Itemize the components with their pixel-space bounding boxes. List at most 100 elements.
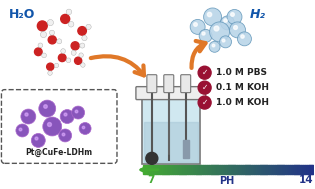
Bar (169, 165, 171, 174)
Circle shape (68, 22, 74, 27)
Bar (247, 165, 250, 174)
Bar (186, 165, 188, 174)
FancyBboxPatch shape (136, 87, 206, 100)
Bar (288, 165, 290, 174)
Bar (196, 165, 199, 174)
Text: 1.0 M KOH: 1.0 M KOH (215, 98, 269, 107)
Bar (258, 165, 261, 174)
Bar (254, 165, 256, 174)
Circle shape (38, 43, 43, 48)
Bar (217, 165, 220, 174)
Bar (260, 165, 263, 174)
Text: H₂O: H₂O (9, 8, 35, 21)
Bar (142, 97, 200, 164)
Bar (292, 165, 295, 174)
Bar (181, 165, 184, 174)
Bar (303, 165, 305, 174)
Circle shape (78, 27, 86, 35)
FancyBboxPatch shape (147, 75, 157, 93)
Circle shape (72, 106, 85, 119)
Bar (277, 165, 280, 174)
Bar (232, 165, 235, 174)
Bar (220, 165, 222, 174)
Bar (162, 165, 165, 174)
Circle shape (31, 133, 45, 147)
Circle shape (71, 50, 76, 55)
Circle shape (58, 54, 66, 62)
Bar (286, 165, 288, 174)
Circle shape (37, 21, 47, 31)
Bar (226, 165, 229, 174)
Circle shape (198, 96, 211, 109)
Bar (183, 140, 189, 158)
Bar (198, 165, 201, 174)
FancyBboxPatch shape (164, 75, 174, 93)
Bar (147, 165, 150, 174)
Bar (266, 165, 269, 174)
Bar (239, 165, 241, 174)
Circle shape (198, 66, 211, 79)
Circle shape (86, 24, 91, 29)
Text: H₂: H₂ (249, 8, 266, 21)
Circle shape (21, 109, 36, 124)
Circle shape (48, 71, 52, 75)
Bar (144, 122, 198, 162)
Bar (173, 165, 175, 174)
Circle shape (40, 32, 47, 38)
Bar (284, 165, 286, 174)
FancyArrowPatch shape (91, 56, 144, 75)
Circle shape (57, 39, 62, 44)
Circle shape (79, 122, 91, 134)
Bar (183, 165, 186, 174)
Circle shape (230, 22, 245, 38)
Circle shape (190, 19, 205, 34)
Circle shape (16, 124, 29, 137)
Circle shape (59, 129, 72, 142)
Bar (152, 165, 154, 174)
Bar (222, 165, 224, 174)
Bar (311, 165, 314, 174)
Bar (175, 165, 177, 174)
Bar (188, 165, 190, 174)
Bar (237, 165, 239, 174)
Bar (177, 165, 180, 174)
Text: PH: PH (220, 176, 235, 186)
Bar (160, 165, 163, 174)
Text: Pt@CuFe-LDHm: Pt@CuFe-LDHm (26, 148, 93, 157)
Bar (145, 165, 148, 174)
Bar (190, 165, 192, 174)
Bar (211, 165, 214, 174)
Bar (264, 165, 267, 174)
Bar (271, 165, 273, 174)
Bar (305, 165, 307, 174)
Bar (234, 165, 237, 174)
Bar (298, 165, 301, 174)
Circle shape (39, 100, 56, 117)
Bar (307, 165, 310, 174)
Circle shape (199, 29, 212, 42)
Bar (275, 165, 278, 174)
Bar (228, 165, 231, 174)
Text: ✓: ✓ (201, 68, 208, 77)
Bar (213, 165, 216, 174)
Bar (290, 165, 293, 174)
Bar (245, 165, 248, 174)
Circle shape (43, 117, 62, 136)
Bar (205, 165, 207, 174)
Circle shape (220, 36, 232, 48)
Circle shape (82, 35, 87, 41)
Circle shape (42, 53, 46, 58)
Circle shape (71, 42, 79, 50)
Bar (200, 165, 203, 174)
Bar (166, 165, 169, 174)
Text: 1.0 M PBS: 1.0 M PBS (215, 68, 266, 77)
Bar (156, 165, 158, 174)
Bar (158, 165, 160, 174)
Bar (143, 165, 146, 174)
Bar (203, 165, 205, 174)
Bar (279, 165, 282, 174)
Bar (243, 165, 246, 174)
Circle shape (66, 58, 71, 63)
Text: ✓: ✓ (201, 98, 208, 107)
Circle shape (81, 63, 85, 67)
